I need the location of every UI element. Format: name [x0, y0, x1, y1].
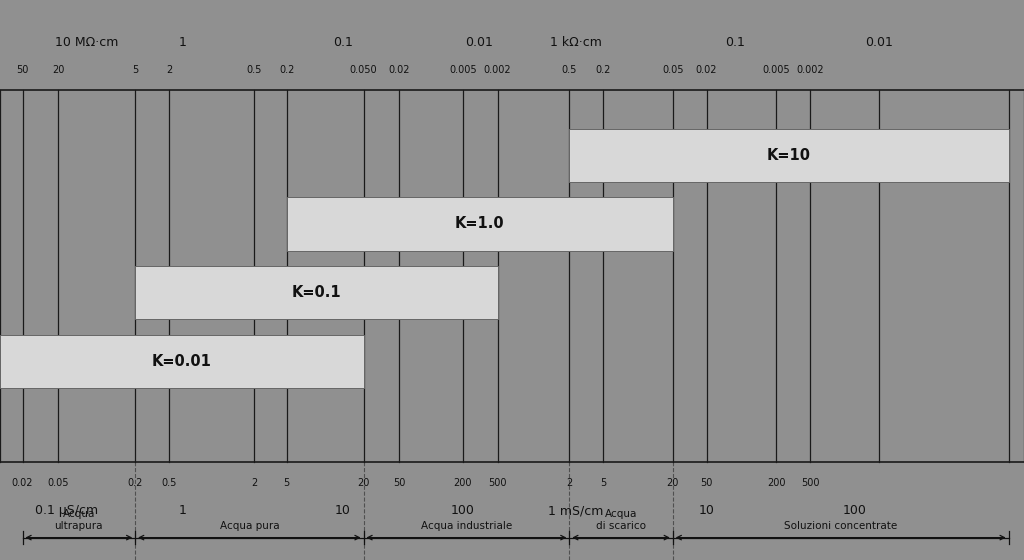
Text: K=0.01: K=0.01 [152, 354, 212, 368]
Text: 1 mS/cm: 1 mS/cm [548, 504, 603, 517]
Bar [569, 129, 1009, 183]
Text: 0.02: 0.02 [389, 65, 410, 75]
Text: 0.02: 0.02 [12, 478, 33, 488]
Bar [135, 266, 498, 319]
Text: K=0.1: K=0.1 [292, 285, 341, 300]
Text: 0.2: 0.2 [595, 65, 611, 75]
Text: 0.050: 0.050 [350, 65, 377, 75]
Text: 0.002: 0.002 [484, 65, 511, 75]
Text: 50: 50 [393, 478, 406, 488]
Text: Acqua
ultrapura: Acqua ultrapura [54, 509, 103, 531]
Text: 10: 10 [698, 504, 715, 517]
Text: 50: 50 [16, 65, 29, 75]
Text: 0.005: 0.005 [450, 65, 476, 75]
Text: 0.005: 0.005 [763, 65, 790, 75]
Bar [287, 198, 673, 251]
Text: 20: 20 [667, 478, 679, 488]
Text: 1 kΩ·cm: 1 kΩ·cm [550, 35, 601, 49]
Text: Acqua
di scarico: Acqua di scarico [596, 509, 646, 531]
Text: K=10: K=10 [767, 148, 811, 163]
Text: 2: 2 [566, 478, 572, 488]
Text: 500: 500 [488, 478, 507, 488]
Text: 5: 5 [600, 478, 606, 488]
Bar [0, 335, 364, 388]
Text: 2: 2 [251, 478, 257, 488]
Text: 5: 5 [132, 65, 138, 75]
Text: 0.5: 0.5 [161, 478, 177, 488]
Text: Acqua industriale: Acqua industriale [421, 521, 512, 531]
Text: 0.1: 0.1 [725, 35, 745, 49]
Text: 0.2: 0.2 [127, 478, 143, 488]
Text: 10 MΩ·cm: 10 MΩ·cm [55, 35, 119, 49]
Text: 0.05: 0.05 [663, 65, 683, 75]
Text: 0.1 μS/cm: 0.1 μS/cm [35, 504, 98, 517]
Text: 0.5: 0.5 [246, 65, 262, 75]
Text: Soluzioni concentrate: Soluzioni concentrate [784, 521, 897, 531]
Text: 0.5: 0.5 [561, 65, 578, 75]
Text: 5: 5 [284, 478, 290, 488]
Text: 100: 100 [451, 504, 475, 517]
Text: 0.02: 0.02 [696, 65, 717, 75]
Text: 50: 50 [700, 478, 713, 488]
Text: 200: 200 [454, 478, 472, 488]
Text: 0.01: 0.01 [465, 35, 494, 49]
Text: 100: 100 [843, 504, 867, 517]
Text: 2: 2 [166, 65, 172, 75]
Text: 0.1: 0.1 [333, 35, 353, 49]
Text: 1: 1 [178, 35, 186, 49]
Text: 0.05: 0.05 [48, 478, 69, 488]
Text: K=1.0: K=1.0 [455, 217, 505, 231]
Text: 20: 20 [357, 478, 370, 488]
Text: Acqua pura: Acqua pura [219, 521, 280, 531]
Text: 0.002: 0.002 [797, 65, 823, 75]
Text: 20: 20 [52, 65, 65, 75]
Text: 10: 10 [335, 504, 351, 517]
Text: 500: 500 [801, 478, 819, 488]
Text: 0.2: 0.2 [279, 65, 295, 75]
Text: 0.01: 0.01 [864, 35, 893, 49]
Text: 1: 1 [178, 504, 186, 517]
Text: 200: 200 [767, 478, 785, 488]
